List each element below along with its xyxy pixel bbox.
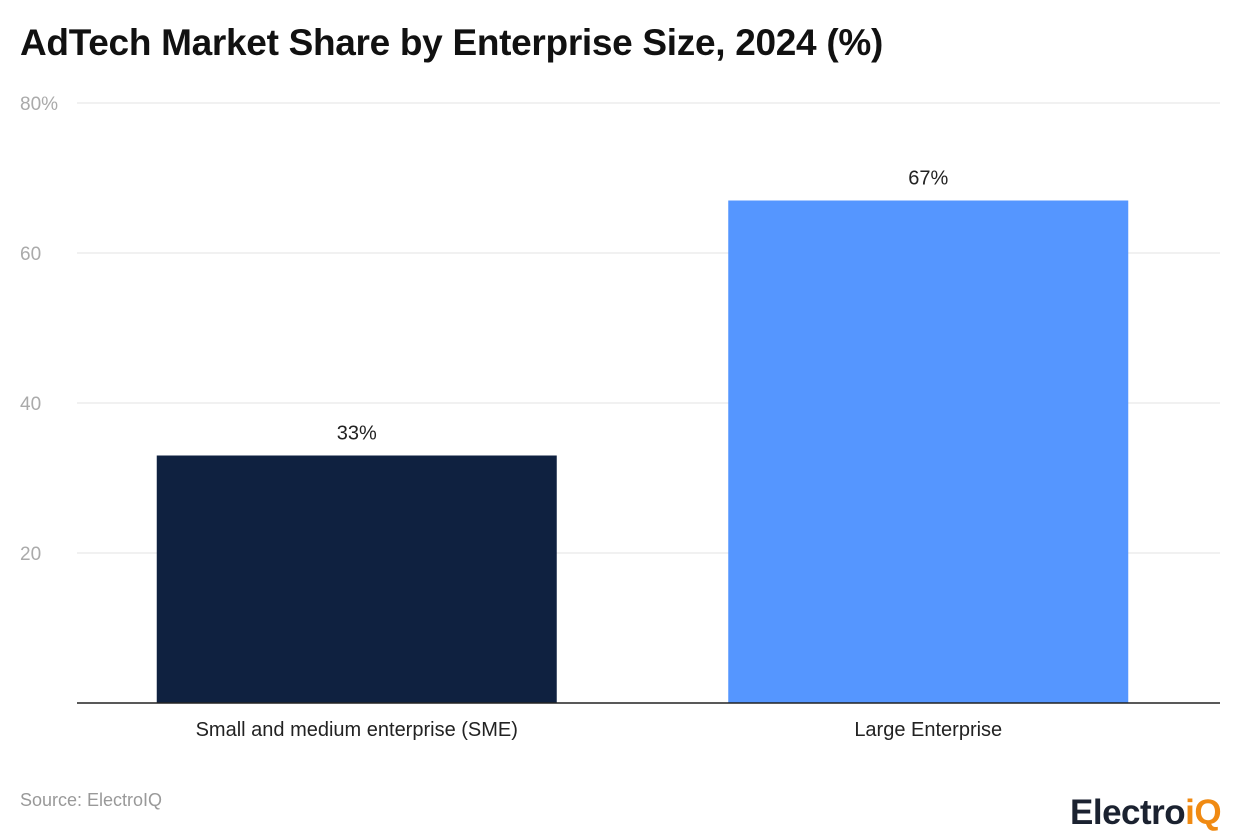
y-tick-label: 60 [20,244,41,265]
bar [728,200,1129,703]
x-tick-label: Small and medium enterprise (SME) [196,719,518,741]
y-tick-label: 20 [20,544,41,565]
x-tick-label: Large Enterprise [854,719,1002,741]
source-note: Source: ElectroIQ [20,790,163,810]
y-tick-label: 40 [20,394,41,415]
chart-title: AdTech Market Share by Enterprise Size, … [20,22,883,63]
bar [156,455,557,703]
y-tick-label: 80% [20,94,58,115]
data-label: 67% [908,168,948,190]
electroiq-logo: ElectroiQ [1070,793,1222,832]
data-label: 33% [337,423,377,445]
